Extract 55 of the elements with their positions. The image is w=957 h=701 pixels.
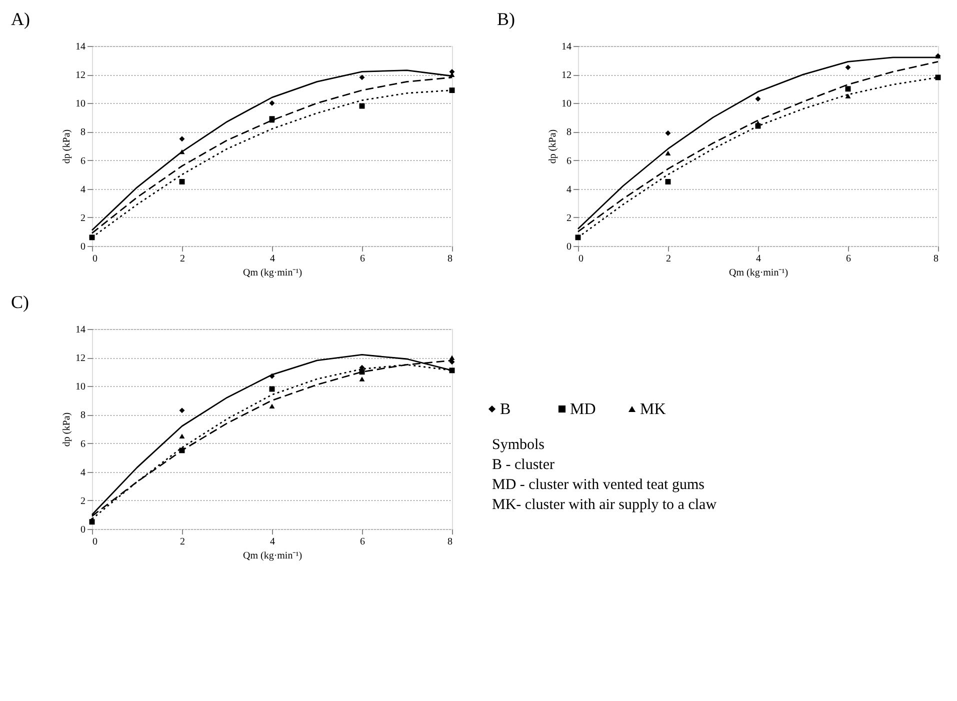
- x-tick-label: 8: [934, 254, 938, 264]
- y-tick-label: 10: [76, 382, 86, 393]
- chart-title: C): [11, 292, 30, 312]
- x-tick-label: 2: [180, 254, 185, 264]
- text: MD - cluster with vented teat gums: [492, 477, 705, 493]
- x-axis-title: Qm (kg·min⁻¹): [242, 268, 302, 278]
- y-tick-label: 4: [80, 467, 86, 478]
- y-tick-label: 8: [80, 127, 86, 138]
- y-tick-label: 6: [80, 438, 86, 450]
- legend-label: MK: [640, 401, 666, 418]
- y-tick-label: 8: [566, 127, 572, 138]
- y-tick-label: 0: [566, 242, 572, 252]
- x-tick-label: 6: [360, 254, 365, 264]
- y-tick-label: 2: [80, 496, 86, 507]
- y-tick-label: 0: [80, 242, 86, 252]
- text: B - cluster: [492, 457, 554, 473]
- x-tick-label: 0: [578, 254, 584, 264]
- x-tick-label: 8: [448, 254, 452, 264]
- y-tick-label: 12: [562, 70, 572, 82]
- y-tick-label: 12: [76, 353, 86, 364]
- y-tick-label: 4: [566, 184, 572, 196]
- x-tick-label: 0: [92, 254, 98, 264]
- x-tick-label: 6: [360, 536, 365, 548]
- y-tick-label: 4: [80, 184, 86, 196]
- y-tick-label: 10: [76, 98, 86, 110]
- y-tick-label: 2: [566, 212, 572, 224]
- x-tick-label: 4: [270, 254, 275, 264]
- y-tick-label: 6: [80, 156, 86, 167]
- y-axis-title: dp (kPa): [548, 129, 558, 164]
- x-axis-title: Qm (kg·min⁻¹): [728, 268, 788, 278]
- y-tick-label: 0: [80, 524, 86, 536]
- y-tick-label: 2: [80, 212, 86, 224]
- legend-label: B: [500, 401, 511, 418]
- y-tick-label: 8: [80, 410, 86, 422]
- y-tick-label: 12: [76, 70, 86, 82]
- y-tick-label: 6: [566, 156, 572, 167]
- x-tick-label: 0: [92, 536, 98, 548]
- y-tick-label: 14: [76, 42, 86, 52]
- x-tick-label: 2: [666, 254, 671, 264]
- chart-title: B): [497, 9, 516, 29]
- y-axis-title: dp (kPa): [62, 129, 72, 164]
- x-axis-title: Qm (kg·min⁻¹): [242, 550, 302, 562]
- y-axis-title: dp (kPa): [62, 412, 72, 447]
- x-tick-label: 4: [756, 254, 761, 264]
- y-tick-label: 14: [562, 42, 572, 52]
- text: Symbols: [492, 437, 545, 453]
- x-tick-label: 4: [270, 536, 275, 548]
- x-tick-label: 6: [846, 254, 851, 264]
- y-tick-label: 14: [76, 324, 86, 336]
- text: MK- cluster with air supply to a claw: [492, 497, 717, 513]
- legend-label: MD: [570, 401, 596, 418]
- x-tick-label: 8: [448, 536, 452, 548]
- y-tick-label: 10: [562, 98, 572, 110]
- x-tick-label: 2: [180, 536, 185, 548]
- chart-title: A): [11, 9, 30, 29]
